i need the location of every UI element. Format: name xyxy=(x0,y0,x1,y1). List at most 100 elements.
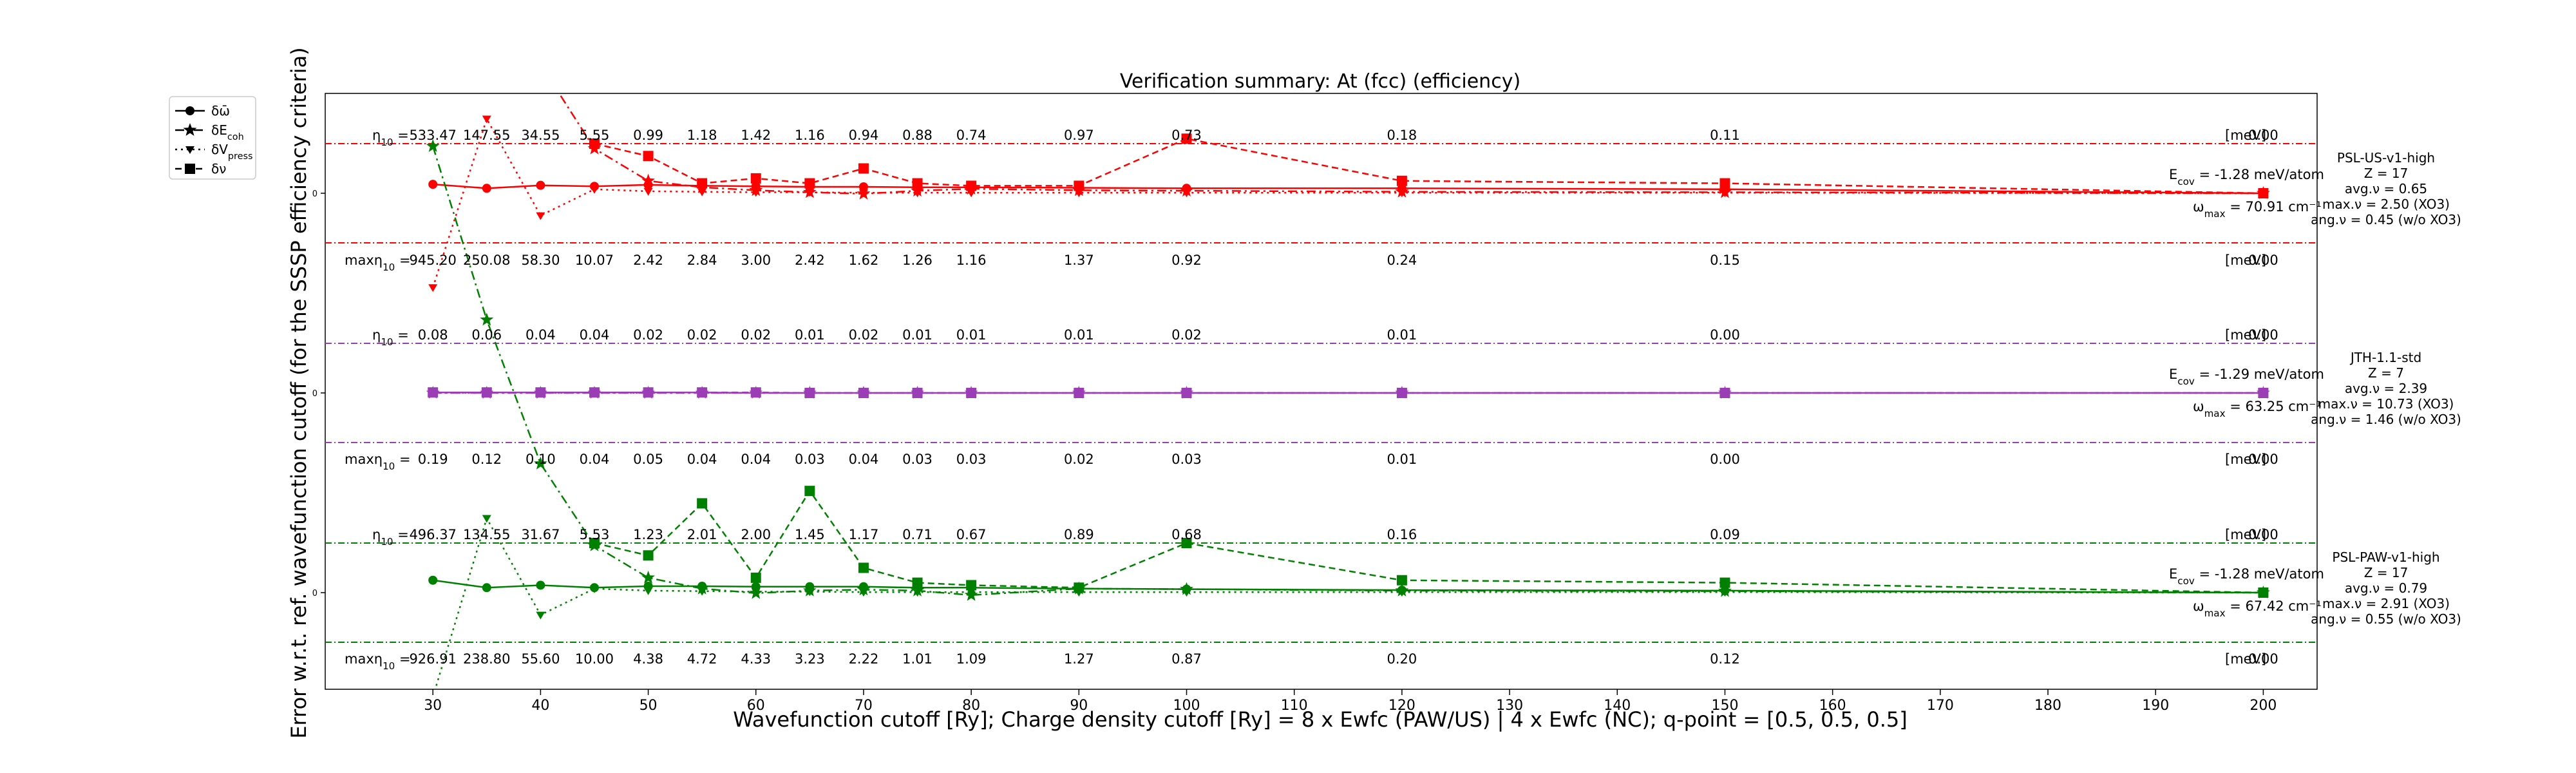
series-nu-line-2 xyxy=(594,489,2264,594)
eta-value-2-4: 1.23 xyxy=(633,527,663,542)
max-value-1-12: 0.03 xyxy=(1171,452,1202,467)
info-line-1-1: Z = 7 xyxy=(2368,365,2404,381)
y-tick-label-0: 0 xyxy=(312,189,317,199)
eta-value-0-7: 1.16 xyxy=(795,128,825,143)
max-value-0-4: 2.42 xyxy=(633,253,663,268)
point-vpress-2-1 xyxy=(482,515,491,523)
eta-label-2: η10 = xyxy=(372,527,409,548)
y-tick-label-1: 0 xyxy=(312,389,317,399)
plot-frame xyxy=(325,93,2318,690)
point-vpress-0-13 xyxy=(1397,189,1406,198)
max-value-2-11: 1.27 xyxy=(1064,651,1094,667)
max-value-2-14: 0.12 xyxy=(1710,651,1740,667)
eta-value-0-15: 0.00 xyxy=(2248,128,2278,143)
panel-1 xyxy=(325,343,2317,443)
point-omega-2-2 xyxy=(536,580,545,590)
legend-marker-2 xyxy=(185,146,194,154)
eta-value-0-11: 0.97 xyxy=(1064,128,1094,143)
series-ecoh-line-0 xyxy=(558,93,2264,195)
eta-value-2-0: 496.37 xyxy=(409,527,456,542)
point-nu-2-14 xyxy=(1719,577,1730,588)
point-nu-0-15 xyxy=(2258,188,2269,198)
x-tick-label-160: 160 xyxy=(1819,698,1846,714)
point-vpress-2-4 xyxy=(643,587,653,595)
max-value-1-3: 0.04 xyxy=(580,452,610,467)
x-tick-label-200: 200 xyxy=(2249,698,2277,714)
info-line-1-2: avg.ν = 2.39 xyxy=(2345,381,2427,396)
point-nu-1-15 xyxy=(2258,388,2269,398)
info-line-1-0: JTH-1.1-std xyxy=(2349,350,2421,365)
max-value-0-10: 1.16 xyxy=(956,253,987,268)
point-vpress-0-5 xyxy=(697,188,707,196)
max-value-1-15: 0.00 xyxy=(2248,452,2278,467)
eta-value-2-11: 0.89 xyxy=(1064,527,1094,542)
max-value-2-1: 238.80 xyxy=(463,651,510,667)
point-nu-2-4 xyxy=(643,550,654,561)
max-value-2-4: 4.38 xyxy=(633,651,663,667)
max-value-0-8: 1.62 xyxy=(849,253,879,268)
point-nu-1-5 xyxy=(697,387,708,398)
panel-text-2: η10 = 496.37 134.55 31.67 5.53 1.23 2.01 2.00 1.… xyxy=(345,527,2461,672)
point-nu-2-8 xyxy=(858,562,869,573)
eta-value-1-6: 0.02 xyxy=(741,327,771,343)
info-line-1-3: max.ν = 10.73 (XO3) xyxy=(2318,396,2454,412)
series-nu-line-1 xyxy=(433,391,2264,394)
eta-value-1-8: 0.02 xyxy=(849,327,879,343)
eta-value-0-6: 1.42 xyxy=(741,128,771,143)
max-unit-0: [meV] xyxy=(2225,253,2266,268)
eta-value-0-1: 147.55 xyxy=(463,128,510,143)
point-ecoh-2-2 xyxy=(533,456,547,470)
max-value-1-2: 0.10 xyxy=(526,452,556,467)
point-vpress-2-9 xyxy=(913,589,922,597)
max-value-0-6: 3.00 xyxy=(741,253,771,268)
legend-marker-1 xyxy=(183,123,197,136)
eta-value-2-12: 0.68 xyxy=(1171,527,1202,542)
point-nu-0-5 xyxy=(697,178,708,189)
point-ecoh-2-1 xyxy=(480,312,494,326)
panel-0 xyxy=(325,57,2317,292)
point-vpress-0-9 xyxy=(913,189,922,198)
x-axis: 30 40 50 60 70 80 90 100 110 120 130 140 150 160 170 18… xyxy=(312,189,2277,714)
point-vpress-2-8 xyxy=(858,589,868,597)
point-omega-0-0 xyxy=(428,180,438,189)
info-line-2-1: Z = 17 xyxy=(2364,565,2409,580)
point-vpress-0-10 xyxy=(967,189,976,198)
max-unit-2: [meV] xyxy=(2225,651,2266,667)
point-vpress-0-11 xyxy=(1074,189,1084,198)
eta-value-2-3: 5.53 xyxy=(580,527,610,542)
max-value-0-1: 250.08 xyxy=(463,253,510,268)
eta-value-1-9: 0.01 xyxy=(902,327,933,343)
max-value-2-10: 1.09 xyxy=(956,651,987,667)
x-tick-label-130: 130 xyxy=(1496,698,1523,714)
x-tick-label-80: 80 xyxy=(962,698,980,714)
point-ecoh-0-2 xyxy=(534,57,547,70)
x-tick-label-110: 110 xyxy=(1281,698,1308,714)
eta-value-2-14: 0.09 xyxy=(1710,527,1740,542)
legend-label-3: δν xyxy=(211,161,226,177)
x-axis-label: Wavefunction cutoff [Ry]; Charge density… xyxy=(733,707,1907,732)
point-vpress-2-5 xyxy=(697,587,707,596)
max-value-0-0: 945.20 xyxy=(409,253,456,268)
point-nu-1-0 xyxy=(428,387,439,398)
x-tick-label-70: 70 xyxy=(855,698,873,714)
point-nu-2-3 xyxy=(589,538,600,548)
x-tick-label-100: 100 xyxy=(1173,698,1200,714)
eta-value-0-0: 533.47 xyxy=(409,128,456,143)
x-tick-label-90: 90 xyxy=(1070,698,1088,714)
panel-2 xyxy=(325,139,2317,689)
point-nu-2-10 xyxy=(966,580,977,591)
point-nu-2-9 xyxy=(912,577,923,588)
x-tick-label-150: 150 xyxy=(1711,698,1738,714)
point-nu-2-5 xyxy=(697,498,708,509)
point-nu-0-8 xyxy=(858,163,869,174)
eta-value-0-3: 5.55 xyxy=(580,128,610,143)
x-tick-label-30: 30 xyxy=(424,698,442,714)
info-line-0-0: PSL-US-v1-high xyxy=(2337,150,2435,166)
point-vpress-0-0 xyxy=(428,284,438,292)
series-omega-line-0 xyxy=(433,183,2264,195)
point-nu-0-11 xyxy=(1074,180,1084,191)
max-value-0-2: 58.30 xyxy=(521,253,560,268)
panel-text-0: η10 = 533.47 147.55 34.55 5.55 0.99 1.18 1.42 1.… xyxy=(345,128,2461,273)
max-value-1-0: 0.19 xyxy=(418,452,448,467)
point-nu-2-7 xyxy=(804,486,815,497)
